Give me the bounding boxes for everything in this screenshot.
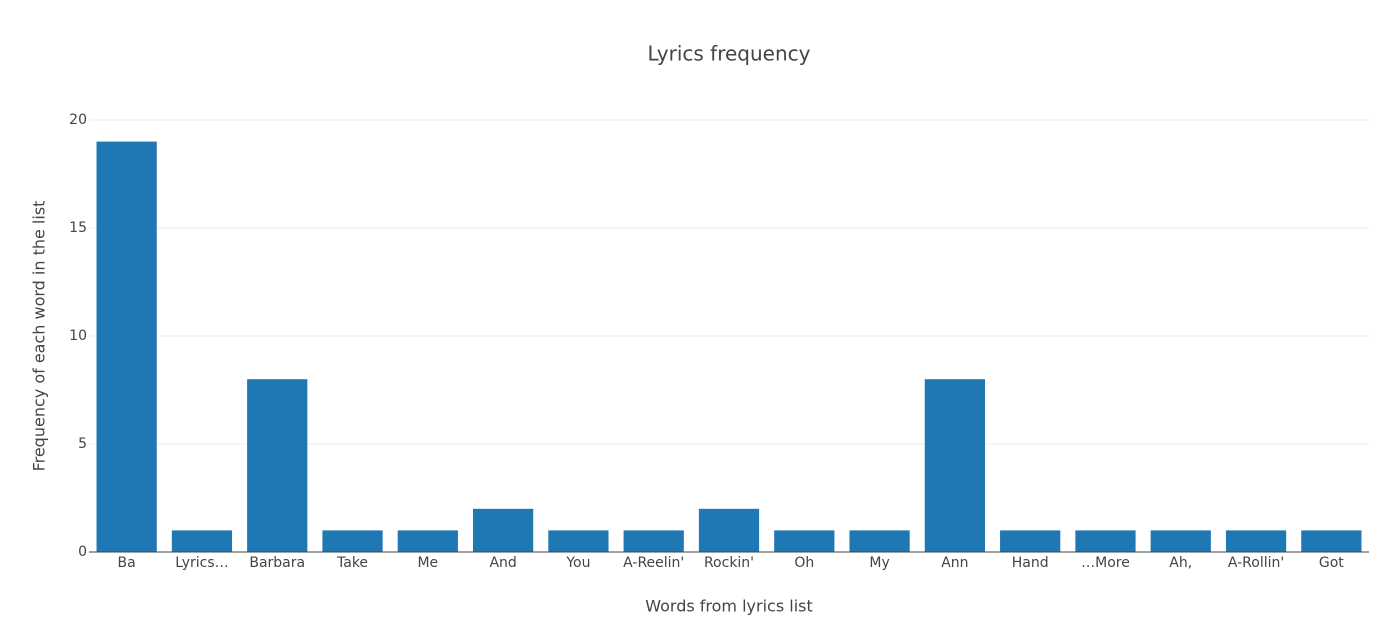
y-axis-title: Frequency of each word in the list [30,201,49,472]
bar [1075,530,1136,552]
x-tick-label: You [565,555,590,571]
y-tick-label: 0 [78,544,87,560]
x-tick-label: Me [417,555,438,571]
bar [322,530,383,552]
y-tick-label: 10 [69,328,87,344]
bar [1000,530,1061,552]
bar [1301,530,1362,552]
bar [548,530,609,552]
bar [96,141,157,552]
x-axis-title: Words from lyrics list [645,597,813,616]
x-tick-label: …More [1081,555,1130,571]
chart-title: Lyrics frequency [647,42,810,66]
bar [171,530,233,552]
bar [849,530,910,552]
bar [1150,530,1211,552]
x-tick-label: Barbara [249,555,305,571]
bar [397,530,458,552]
x-tick-label: Ah, [1169,555,1192,571]
x-tick-label: Lyrics… [175,555,228,571]
bar [1225,530,1287,552]
bar [924,379,985,552]
x-tick-label: A-Reelin' [623,555,684,571]
x-tick-label: A-Rollin' [1228,555,1284,571]
x-tick-label: My [869,555,889,571]
y-tick-label: 20 [69,112,87,128]
bar [473,508,534,552]
x-tick-label: Oh [794,555,814,571]
y-tick-label: 15 [69,220,87,236]
x-tick-label: Ann [941,555,968,571]
bar [623,530,684,552]
x-tick-label: Rockin' [704,555,754,571]
x-tick-label: Ba [118,555,136,571]
x-tick-label: Hand [1012,555,1049,571]
x-tick-label: Take [336,555,368,571]
y-tick-label: 5 [78,436,87,452]
bar [247,379,308,552]
x-tick-label: Got [1319,555,1344,571]
x-tick-label: And [489,555,516,571]
bar [698,508,760,552]
bar [774,530,835,552]
